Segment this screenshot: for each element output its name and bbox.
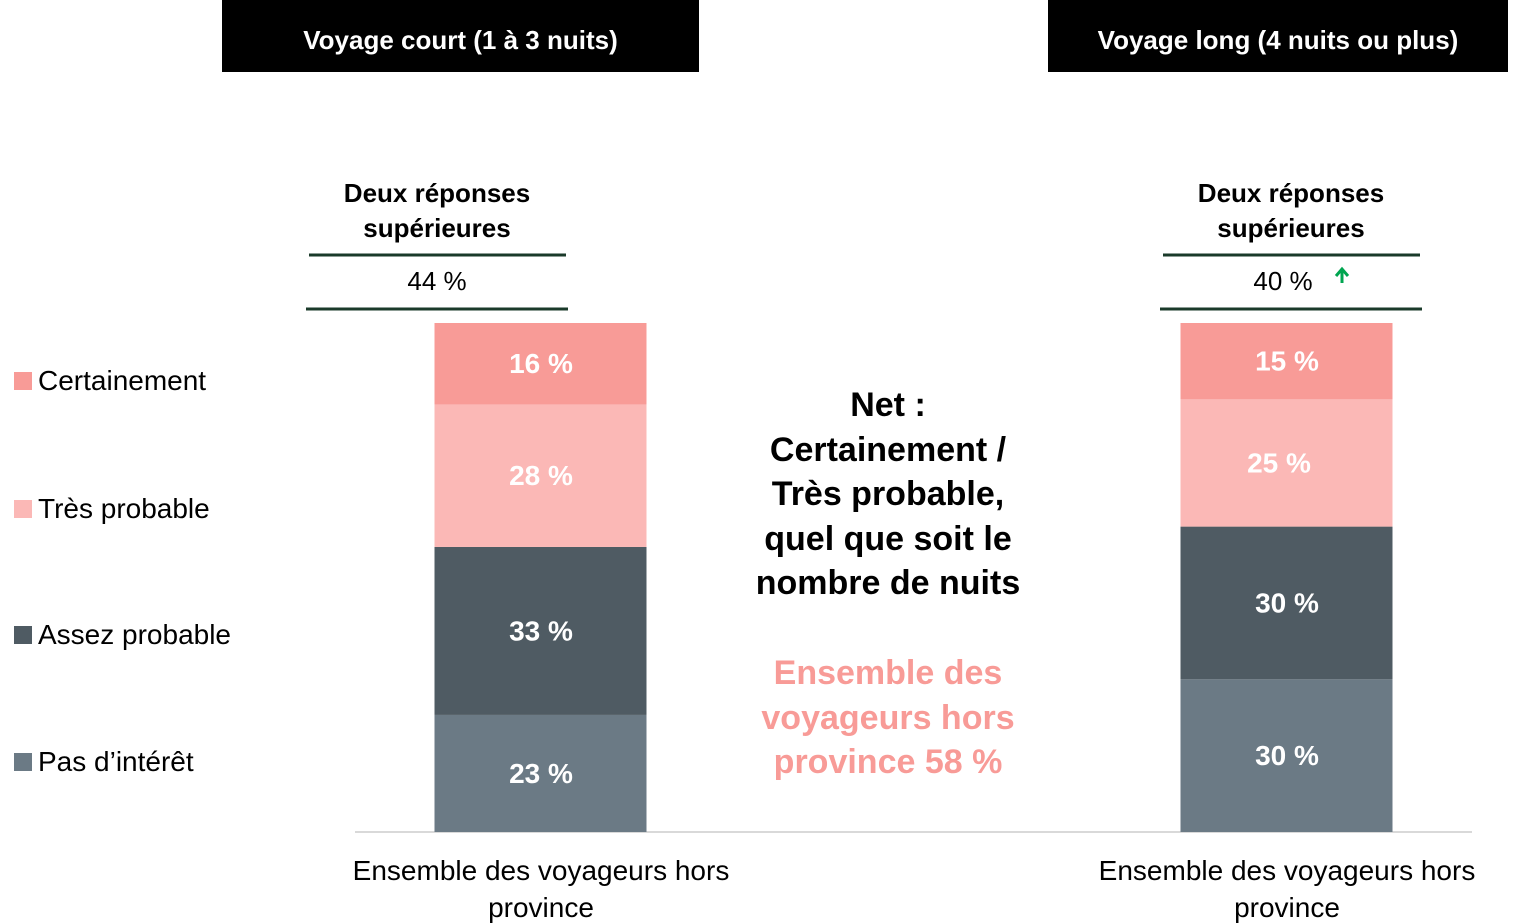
legend-label: Très probable — [38, 493, 210, 524]
bar-segment — [434, 323, 647, 405]
data-label: 15 % — [1255, 346, 1319, 377]
legend-swatch — [14, 626, 32, 644]
bar-segment — [1180, 526, 1393, 680]
legend-swatch — [14, 500, 32, 518]
legend-swatch — [14, 753, 32, 771]
data-label: 30 % — [1255, 740, 1319, 771]
bar-segment — [1180, 399, 1393, 527]
top-two-value: 40 % — [1253, 266, 1313, 296]
top-two-title: Deux réponses supérieures — [343, 178, 531, 243]
annotation: Net : Certainement / Très probable, quel… — [755, 386, 1021, 602]
top-two-value: 44 % — [407, 266, 467, 296]
panel-header: Voyage long (4 nuits ou plus) — [1048, 0, 1508, 72]
panel-header: Voyage court (1 à 3 nuits) — [222, 0, 699, 72]
annotation: Ensemble des voyageurs hors province 58 … — [761, 654, 1015, 781]
bar-segment — [434, 546, 647, 715]
data-label: 23 % — [509, 758, 573, 789]
legend-label: Pas d’intérêt — [38, 746, 194, 777]
bar-segment — [1180, 323, 1393, 400]
data-label: 16 % — [509, 348, 573, 379]
x-tick-label: Ensemble des voyageurs hors province — [352, 855, 730, 923]
legend-label: Certainement — [38, 365, 207, 396]
bar-segment — [1180, 679, 1393, 832]
x-tick-label: Ensemble des voyageurs hors province — [1098, 855, 1476, 923]
data-label: 25 % — [1247, 447, 1311, 478]
legend-swatch — [14, 372, 32, 390]
data-label: 30 % — [1255, 587, 1319, 618]
data-label: 33 % — [509, 615, 573, 646]
data-label: 28 % — [509, 460, 573, 491]
bar-segment — [434, 714, 647, 832]
bar-segment — [434, 404, 647, 547]
top-two-title: Deux réponses supérieures — [1197, 178, 1385, 243]
legend-label: Assez probable — [38, 619, 232, 650]
up-arrow — [1334, 266, 1350, 283]
